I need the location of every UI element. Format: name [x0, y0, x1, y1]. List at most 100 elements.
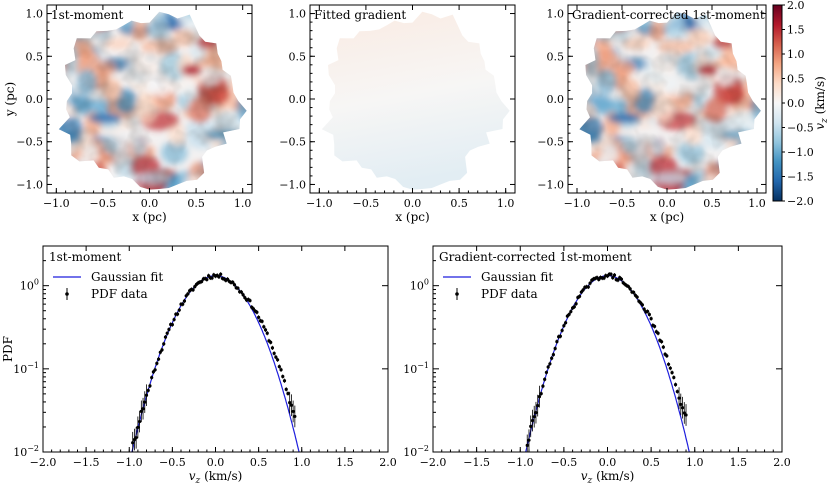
data-marker — [586, 285, 590, 289]
pdf-data-point — [577, 294, 582, 299]
pdf-data-point — [532, 405, 536, 428]
data-marker — [289, 403, 293, 407]
x-tick-label: 0.5 — [703, 197, 721, 210]
data-marker — [143, 400, 147, 404]
x-tick-label: 1.0 — [686, 456, 704, 469]
y-tick-exponent: 0 — [424, 278, 429, 287]
pdf-data-point — [562, 323, 566, 328]
x-tick-label: −1.0 — [306, 197, 333, 210]
y-tick-label: 1.0 — [289, 8, 307, 21]
legend: Gaussian fit PDF data — [53, 270, 163, 301]
x-tick-label: 1.0 — [293, 456, 311, 469]
data-marker — [562, 324, 566, 328]
x-tick-label: −0.5 — [90, 197, 117, 210]
x-tick-label: 1.0 — [748, 197, 766, 210]
x-tick-label: 1.5 — [336, 456, 354, 469]
y-tick-label: −0.5 — [16, 136, 43, 149]
y-tick-exponent: −2 — [417, 444, 429, 453]
y-axis-label: PDF — [1, 336, 15, 362]
pdf-data-point — [269, 340, 273, 345]
pdf-data-point — [167, 327, 171, 332]
pdf-data-point — [141, 397, 145, 420]
pdf-data-point — [586, 284, 590, 290]
data-marker — [243, 296, 247, 300]
map-panels: −1.0 −0.5 0.0 0.5 1.0 1.0 0.5 0.0 −0.5 −1.0 1st-mo… — [3, 4, 767, 224]
pdf-data-point — [558, 334, 562, 339]
pdf-data-point — [646, 309, 650, 314]
texture-overlay — [579, 11, 761, 190]
colorbar-label-unit: (km/s) — [813, 76, 827, 118]
x-axis-label: x (pc) — [395, 210, 429, 224]
y-tick-label: 0.0 — [289, 93, 307, 106]
texture-overlay — [58, 11, 247, 190]
colorbar-tick-label: 1.5 — [787, 24, 805, 37]
data-marker — [661, 345, 665, 349]
y-tick-label: 100 — [20, 278, 39, 293]
x-tick-label: 0.0 — [599, 456, 617, 469]
data-marker — [182, 299, 187, 303]
y-tick-label: 0.0 — [26, 93, 44, 106]
pdf-data-point — [284, 387, 288, 392]
pdf-data-point — [210, 275, 214, 281]
data-marker — [642, 307, 646, 311]
pdf-panel: −2.0 −1.5 −1.0 −0.5 0.0 0.5 1.0 1.5 2.010010−110… — [403, 245, 791, 485]
data-marker — [616, 278, 620, 282]
data-marker — [635, 295, 639, 299]
data-marker — [150, 375, 154, 380]
pdf-panels: −2.0 −1.5 −1.0 −0.5 0.0 0.5 1.0 1.5 2.010010−110… — [1, 245, 791, 485]
data-marker — [539, 391, 543, 396]
data-marker — [288, 401, 292, 405]
data-marker — [564, 321, 568, 325]
pdf-data-point — [134, 426, 138, 449]
data-marker — [666, 362, 671, 366]
pdf-data-point — [165, 331, 169, 336]
legend-data-marker — [65, 292, 69, 296]
pdf-title: 1st-moment — [49, 250, 121, 264]
data-marker — [134, 436, 138, 440]
y-tick-base: 10 — [403, 446, 417, 459]
data-marker — [567, 312, 571, 317]
pdf-data-point — [170, 322, 174, 327]
y-tick-label: 0.5 — [289, 50, 307, 63]
pdf-data-point — [274, 355, 278, 360]
legend-fit-label: Gaussian fit — [481, 270, 553, 284]
pdf-data-point — [661, 344, 665, 350]
data-marker — [144, 393, 149, 397]
data-marker — [210, 276, 214, 280]
pdf-data-point — [282, 378, 287, 383]
data-marker — [270, 346, 275, 350]
pdf-data-point — [679, 393, 683, 416]
data-marker — [175, 312, 180, 316]
y-tick-base: 10 — [403, 363, 417, 376]
x-tick-label: −0.5 — [159, 456, 186, 469]
pdf-data-point — [619, 277, 624, 282]
data-marker — [186, 292, 190, 296]
pdf-data-point — [612, 273, 617, 278]
data-marker — [269, 340, 273, 344]
pdf-data-point — [632, 290, 636, 295]
data-marker — [684, 413, 688, 417]
colorbar: 2.0 1.5 1.0 0.5 0.0 −0.5 −1.0 −1.5 −2.0 vz (km/s) — [772, 0, 830, 208]
pdf-data-point — [153, 367, 157, 372]
y-tick-label: −1.0 — [279, 178, 306, 191]
legend-data-label: PDF data — [91, 287, 148, 301]
pdf-data-point — [546, 364, 550, 370]
x-tick-label: 0.5 — [187, 197, 205, 210]
y-tick-label: 10−2 — [13, 444, 39, 459]
data-marker — [205, 277, 209, 282]
data-marker — [543, 377, 547, 381]
colorbar-label-symbol: v — [813, 123, 827, 130]
data-marker — [550, 356, 554, 360]
data-marker — [153, 368, 157, 372]
data-marker — [158, 350, 162, 354]
y-axis-label: y (pc) — [3, 82, 17, 117]
pdf-data-point — [530, 409, 535, 432]
data-marker — [679, 402, 683, 407]
data-marker — [160, 348, 164, 352]
data-marker — [646, 309, 650, 314]
data-marker — [670, 371, 674, 375]
y-tick-label: −1.0 — [16, 178, 43, 191]
data-marker — [272, 351, 276, 356]
x-tick-label: 0.5 — [450, 197, 468, 210]
data-marker — [170, 323, 174, 327]
